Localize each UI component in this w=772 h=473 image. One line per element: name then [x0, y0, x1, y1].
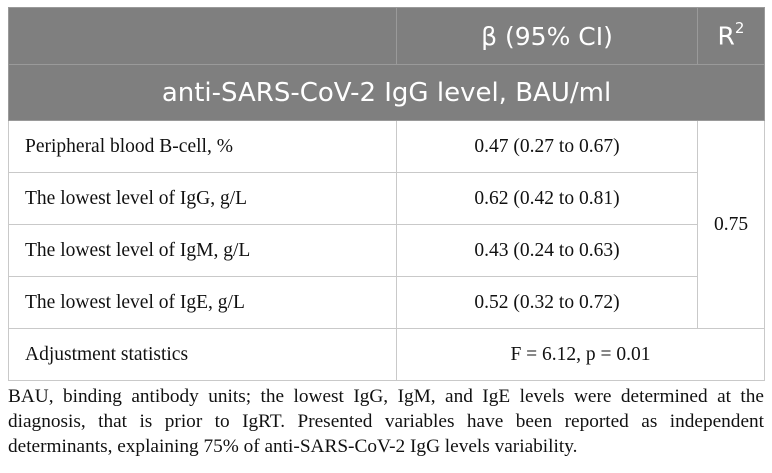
- table-row: Peripheral blood B-cell, % 0.47 (0.27 to…: [8, 120, 765, 329]
- table-header-row: β (95% CI) R2: [8, 7, 765, 65]
- variable-cell: The lowest level of IgM, g/L: [8, 224, 397, 277]
- header-r2-cell: R2: [697, 7, 765, 65]
- table-footnote: BAU, binding antibody units; the lowest …: [8, 386, 764, 457]
- regression-table: β (95% CI) R2 anti-SARS-CoV-2 IgG level,…: [8, 7, 765, 381]
- adjustment-row: Adjustment statistics F = 6.12, p = 0.01: [8, 328, 765, 381]
- beta-cell: 0.43 (0.24 to 0.63): [396, 224, 698, 277]
- section-title: anti-SARS-CoV-2 IgG level, BAU/ml: [8, 64, 765, 121]
- adjustment-label: Adjustment statistics: [8, 328, 397, 381]
- table-row: The lowest level of IgE, g/L 0.52 (0.32 …: [8, 276, 765, 329]
- header-r2-superscript: 2: [734, 19, 745, 38]
- section-row: anti-SARS-CoV-2 IgG level, BAU/ml: [8, 64, 765, 121]
- beta-cell: 0.52 (0.32 to 0.72): [396, 276, 698, 329]
- variable-cell: The lowest level of IgG, g/L: [8, 172, 397, 225]
- variable-cell: The lowest level of IgE, g/L: [8, 276, 397, 329]
- adjustment-value: F = 6.12, p = 0.01: [396, 328, 765, 381]
- header-beta-cell: β (95% CI): [396, 7, 698, 65]
- r2-value-cell: 0.75: [697, 120, 765, 329]
- variable-cell: Peripheral blood B-cell, %: [8, 120, 397, 173]
- header-variable-cell: [8, 7, 397, 65]
- beta-cell: 0.62 (0.42 to 0.81): [396, 172, 698, 225]
- beta-cell: 0.47 (0.27 to 0.67): [396, 120, 698, 173]
- table-row: The lowest level of IgM, g/L 0.43 (0.24 …: [8, 224, 765, 277]
- header-r2-label: R: [717, 21, 735, 51]
- table-row: The lowest level of IgG, g/L 0.62 (0.42 …: [8, 172, 765, 225]
